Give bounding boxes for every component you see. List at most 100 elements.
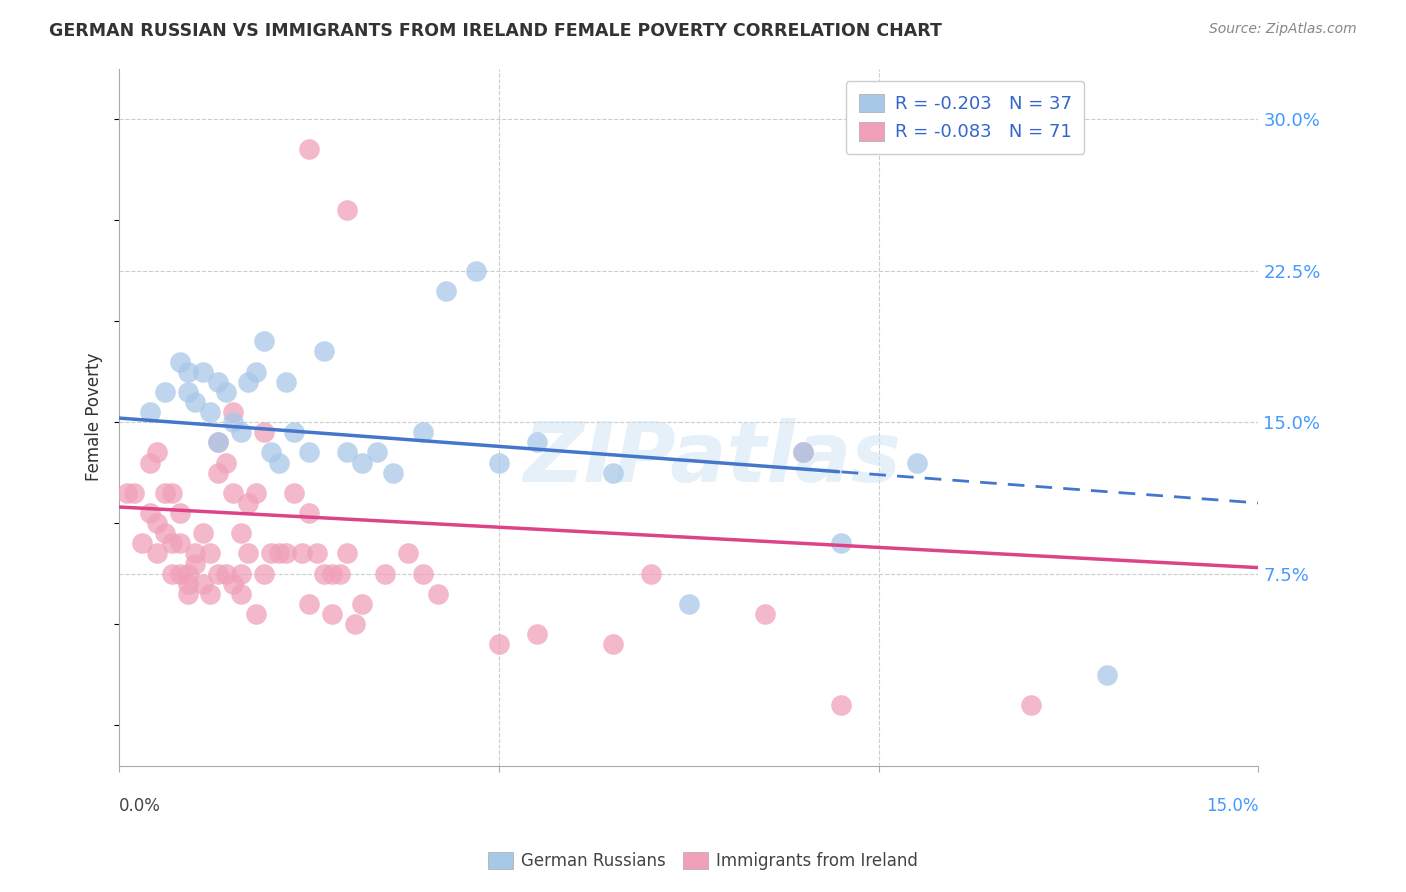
Point	[905, 456, 928, 470]
Text: Source: ZipAtlas.com: Source: ZipAtlas.com	[1209, 22, 1357, 37]
Point	[412, 425, 434, 440]
Point	[222, 405, 245, 419]
Point	[214, 566, 236, 581]
Point	[602, 637, 624, 651]
Point	[336, 445, 359, 459]
Point	[115, 486, 138, 500]
Point	[754, 607, 776, 621]
Point	[526, 435, 548, 450]
Point	[427, 587, 450, 601]
Point	[488, 637, 510, 651]
Point	[229, 566, 252, 581]
Point	[434, 284, 457, 298]
Point	[526, 627, 548, 641]
Point	[169, 354, 191, 368]
Point	[229, 425, 252, 440]
Point	[238, 546, 260, 560]
Point	[343, 617, 366, 632]
Point	[352, 456, 374, 470]
Text: 15.0%: 15.0%	[1206, 797, 1258, 815]
Point	[176, 587, 198, 601]
Point	[252, 566, 274, 581]
Point	[191, 526, 214, 541]
Point	[336, 202, 359, 217]
Point	[138, 506, 160, 520]
Point	[146, 516, 169, 531]
Point	[298, 142, 321, 156]
Point	[207, 435, 229, 450]
Point	[328, 566, 350, 581]
Point	[138, 405, 160, 419]
Point	[207, 466, 229, 480]
Point	[792, 445, 814, 459]
Point	[374, 566, 396, 581]
Point	[321, 566, 343, 581]
Point	[678, 597, 700, 611]
Text: GERMAN RUSSIAN VS IMMIGRANTS FROM IRELAND FEMALE POVERTY CORRELATION CHART: GERMAN RUSSIAN VS IMMIGRANTS FROM IRELAN…	[49, 22, 942, 40]
Point	[252, 334, 274, 349]
Point	[200, 587, 222, 601]
Point	[162, 566, 184, 581]
Point	[245, 365, 267, 379]
Point	[488, 456, 510, 470]
Point	[214, 384, 236, 399]
Point	[184, 557, 207, 571]
Point	[176, 384, 198, 399]
Point	[138, 456, 160, 470]
Point	[169, 566, 191, 581]
Point	[276, 375, 298, 389]
Point	[176, 365, 198, 379]
Point	[366, 445, 388, 459]
Point	[830, 698, 852, 712]
Point	[298, 445, 321, 459]
Point	[245, 607, 267, 621]
Point	[169, 536, 191, 550]
Point	[191, 576, 214, 591]
Point	[1095, 667, 1118, 681]
Point	[169, 506, 191, 520]
Point	[1019, 698, 1042, 712]
Point	[336, 546, 359, 560]
Point	[184, 395, 207, 409]
Point	[131, 536, 153, 550]
Point	[396, 546, 419, 560]
Text: 0.0%: 0.0%	[120, 797, 162, 815]
Point	[222, 576, 245, 591]
Point	[200, 546, 222, 560]
Legend: German Russians, Immigrants from Ireland: German Russians, Immigrants from Ireland	[481, 845, 925, 877]
Point	[153, 486, 176, 500]
Point	[207, 435, 229, 450]
Point	[321, 607, 343, 621]
Point	[298, 506, 321, 520]
Point	[267, 456, 290, 470]
Point	[465, 263, 488, 277]
Point	[176, 566, 198, 581]
Point	[314, 566, 336, 581]
Point	[162, 536, 184, 550]
Point	[602, 466, 624, 480]
Point	[283, 486, 305, 500]
Point	[207, 566, 229, 581]
Point	[222, 486, 245, 500]
Point	[352, 597, 374, 611]
Point	[222, 415, 245, 429]
Legend: R = -0.203   N = 37, R = -0.083   N = 71: R = -0.203 N = 37, R = -0.083 N = 71	[846, 81, 1084, 154]
Point	[124, 486, 146, 500]
Point	[314, 344, 336, 359]
Point	[792, 445, 814, 459]
Point	[276, 546, 298, 560]
Point	[184, 546, 207, 560]
Y-axis label: Female Poverty: Female Poverty	[86, 353, 103, 482]
Point	[153, 384, 176, 399]
Point	[640, 566, 662, 581]
Point	[153, 526, 176, 541]
Point	[229, 587, 252, 601]
Point	[298, 597, 321, 611]
Point	[176, 576, 198, 591]
Point	[412, 566, 434, 581]
Point	[305, 546, 328, 560]
Point	[290, 546, 312, 560]
Point	[207, 375, 229, 389]
Point	[252, 425, 274, 440]
Point	[214, 456, 236, 470]
